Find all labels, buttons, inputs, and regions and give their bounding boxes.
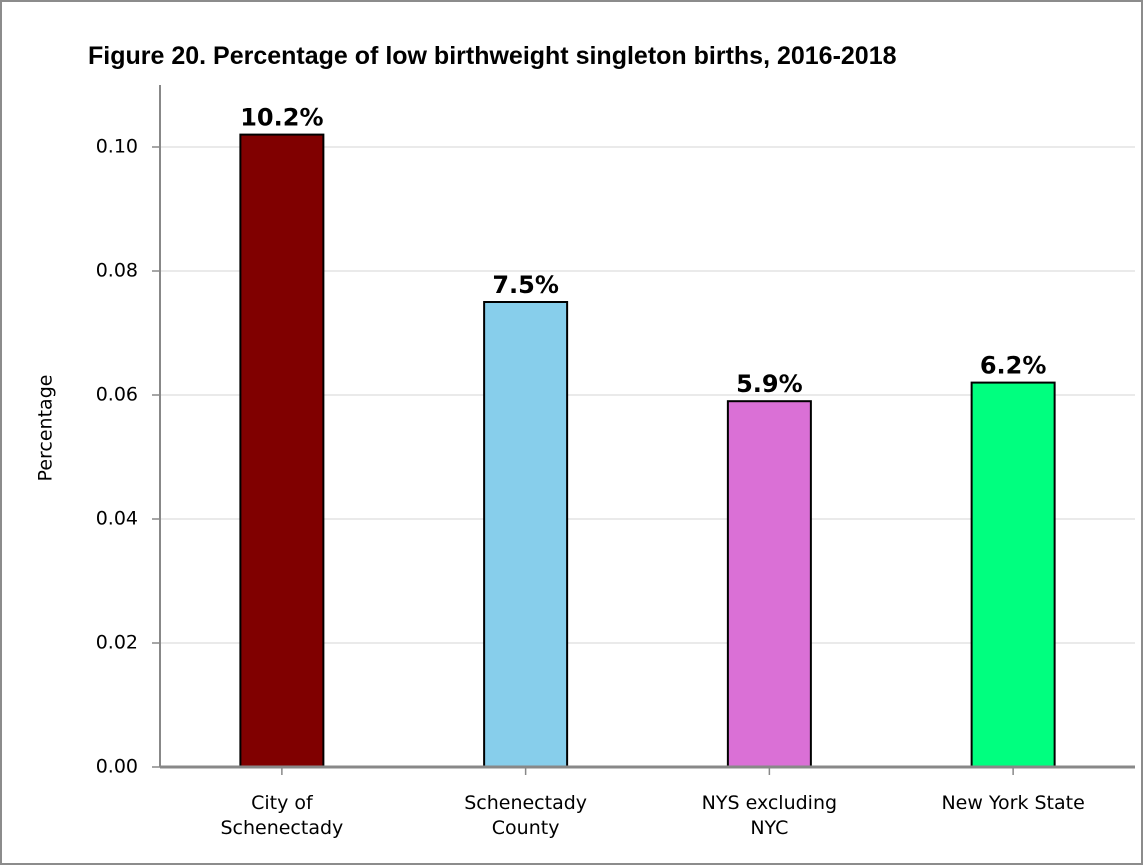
bar [726,400,812,768]
x-tick-label-box: NYS excluding NYC [701,792,838,839]
bar [239,133,325,769]
y-tick-label: 0.00 [96,756,138,778]
x-tick-label: Schenectady County [464,792,588,839]
bar [970,381,1056,768]
y-axis-label: Percentage [35,375,57,482]
data-label: 5.9% [736,370,803,398]
y-tick-label: 0.10 [96,136,138,158]
y-tick-label: 0.08 [96,260,138,282]
x-tick-label-box: City of Schenectady [220,792,344,839]
x-tick-label-box: Schenectady County [464,792,588,839]
data-label: 10.2% [240,104,323,132]
x-tick-label-box: New York State [941,792,1085,814]
x-tick-label: New York State [941,792,1085,814]
y-tick-label: 0.02 [96,632,138,654]
data-label: 6.2% [980,352,1047,380]
chart-title: Figure 20. Percentage of low birthweight… [88,42,897,70]
data-label: 7.5% [492,271,559,299]
y-tick-label: 0.04 [96,508,138,530]
y-tick-label: 0.06 [96,384,138,406]
x-tick-label: NYS excluding NYC [701,792,838,839]
x-tick-label: City of Schenectady [220,792,344,839]
bar [483,301,569,768]
